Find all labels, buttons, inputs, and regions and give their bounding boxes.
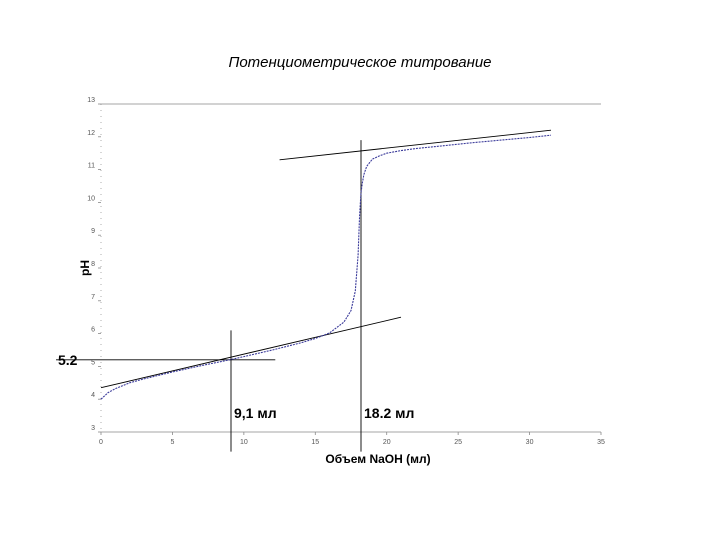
tangent-lines-layer — [100, 129, 552, 389]
y-tick-label: 11 — [88, 163, 95, 170]
reference-lines-layer — [56, 140, 362, 452]
axes-layer: 3 4 5 6 7 8 9 10 11 12 13 0 5 10 15 20 25 30 35 Объем NaOH … — [78, 97, 605, 466]
y-tick-label: 9 — [91, 228, 95, 235]
y-axis-label: pH — [78, 260, 92, 276]
x-tick-label: 25 — [454, 439, 462, 446]
annotation-label: 9,1 мл — [234, 405, 277, 421]
y-tick-label: 12 — [87, 130, 95, 137]
tangent-line — [279, 129, 552, 161]
y-tick-label: 7 — [91, 294, 95, 301]
labels-layer: 5.2 9,1 мл 18.2 мл — [58, 352, 414, 421]
x-tick-label: 15 — [311, 439, 319, 446]
x-tick-label: 35 — [597, 439, 605, 446]
x-tick-label: 0 — [99, 439, 103, 446]
x-axis-label: Объем NaOH (мл) — [325, 452, 430, 466]
x-tick-label: 30 — [526, 439, 534, 446]
x-tick-label: 10 — [240, 439, 248, 446]
titration-curve — [100, 134, 552, 400]
annotation-label: 18.2 мл — [364, 405, 414, 421]
y-tick-label: 13 — [87, 97, 95, 104]
x-tick-label: 20 — [383, 439, 391, 446]
chart-title: Потенциометрическое титрование — [228, 54, 492, 71]
y-tick-label: 4 — [91, 392, 95, 399]
tangent-line — [100, 316, 402, 389]
y-tick-label: 3 — [91, 425, 95, 432]
y-tick-label: 6 — [91, 327, 95, 334]
annotation-label: 5.2 — [58, 352, 78, 368]
y-tick-label: 8 — [91, 261, 95, 268]
y-tick-label: 10 — [87, 195, 95, 202]
x-tick-label: 5 — [170, 439, 174, 446]
y-tick-label: 5 — [91, 359, 95, 366]
series-layer — [100, 134, 552, 400]
